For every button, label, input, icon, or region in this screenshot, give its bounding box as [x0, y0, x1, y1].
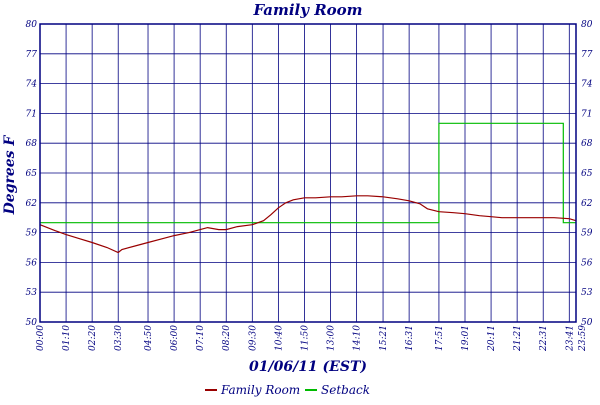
- x-tick-label: 03:30: [114, 325, 124, 351]
- legend-label-setback: Setback: [321, 383, 370, 397]
- legend-item-family-room: Family Room: [205, 383, 300, 397]
- y-tick-label-right: 74: [581, 80, 593, 90]
- series-lines: [39, 122, 577, 254]
- x-axis-title: 01/06/11 (EST): [249, 359, 367, 375]
- y-tick-label-left: 74: [26, 80, 38, 90]
- y-tick-label-right: 77: [581, 50, 593, 60]
- y-tick-label-right: 56: [581, 258, 593, 268]
- y-axis-title: Degrees F: [2, 135, 18, 216]
- x-tick-label: 16:31: [405, 325, 415, 351]
- plot-frame: [39, 23, 577, 323]
- x-tick-label: 21:21: [513, 325, 523, 352]
- x-tick-label: 19:01: [461, 325, 471, 351]
- y-tick-label-right: 80: [581, 20, 593, 30]
- x-tick-label: 01:10: [62, 325, 72, 351]
- y-tick-label-left: 56: [26, 258, 38, 268]
- y-tick-label-left: 71: [26, 109, 37, 119]
- series-line-family-room: [39, 195, 577, 254]
- y-tick-label-right: 65: [581, 169, 593, 179]
- y-tick-label-right: 59: [581, 229, 593, 239]
- y-tick-label-left: 53: [26, 288, 38, 298]
- legend-item-setback: Setback: [305, 383, 370, 397]
- tick-labels: 50 50 53 53 56 56 59 59 62 62 65 65 68 68 71 71 74 74 77 77…: [26, 20, 593, 352]
- legend: Family Room Setback: [205, 383, 370, 397]
- x-tick-label: 04:50: [144, 325, 154, 351]
- x-tick-label: 11:50: [300, 325, 310, 351]
- y-tick-label-right: 68: [581, 139, 593, 149]
- x-tick-label: 20:11: [487, 325, 497, 352]
- y-tick-label-right: 62: [581, 199, 593, 209]
- x-tick-label: 06:00: [170, 325, 180, 351]
- x-tick-label: 23:59: [578, 325, 588, 352]
- y-tick-label-right: 53: [581, 288, 593, 298]
- x-tick-label: 23:41: [565, 325, 575, 352]
- series-line-setback: [40, 122, 576, 224]
- x-tick-label: 07:10: [196, 325, 206, 351]
- y-tick-label-left: 50: [26, 318, 38, 328]
- y-tick-label-left: 62: [26, 199, 38, 209]
- x-tick-label: 08:20: [222, 325, 232, 351]
- x-tick-label: 15:21: [379, 325, 389, 351]
- y-tick-label-left: 77: [26, 50, 38, 60]
- y-tick-label-right: 71: [581, 109, 592, 119]
- y-tick-label-left: 65: [26, 169, 38, 179]
- x-tick-label: 00:00: [36, 325, 46, 351]
- x-tick-label: 02:20: [88, 325, 98, 351]
- y-tick-label-right: 50: [581, 318, 593, 328]
- x-tick-label: 22:31: [539, 325, 549, 352]
- x-tick-label: 10:40: [274, 325, 284, 351]
- x-tick-label: 09:30: [248, 325, 258, 351]
- x-tick-label: 17:51: [435, 325, 445, 351]
- y-tick-label-left: 59: [26, 229, 38, 239]
- y-tick-label-left: 68: [26, 139, 38, 149]
- y-tick-label-left: 80: [26, 20, 38, 30]
- chart-title: Family Room: [252, 1, 362, 19]
- legend-label-family-room: Family Room: [220, 383, 300, 397]
- x-tick-label: 13:00: [327, 325, 337, 351]
- x-tick-label: 14:10: [353, 325, 363, 351]
- grid: [39, 23, 577, 323]
